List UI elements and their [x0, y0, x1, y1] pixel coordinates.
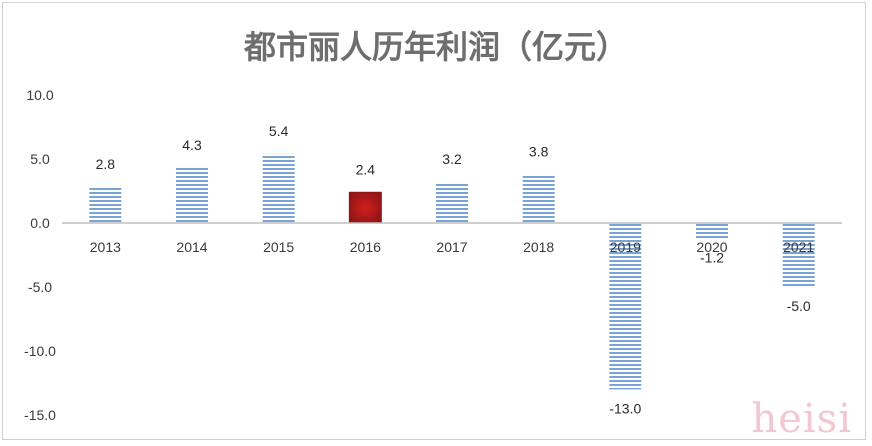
- bars: [89, 153, 815, 390]
- data-label: -1.2: [700, 249, 724, 265]
- data-label: 3.8: [529, 143, 549, 159]
- y-tick-label: 5.0: [30, 151, 50, 167]
- bar-2016: [348, 191, 382, 224]
- bar-2014: [176, 167, 208, 223]
- data-labels: 2.8 4.3 5.4 2.4 3.2 3.8 -13.0 -1.2 -5.0: [96, 123, 811, 417]
- bar-2019: [609, 223, 642, 390]
- x-category-label: 2014: [176, 239, 207, 255]
- y-tick-label: -15.0: [24, 407, 56, 423]
- data-label: 2.8: [96, 156, 116, 172]
- x-axis-categories: 2013 2014 2015 2016 2017 2018 2019 2020 2021: [90, 239, 815, 255]
- y-tick-label: 0.0: [30, 215, 50, 231]
- bar-2017: [436, 182, 468, 223]
- data-label: -13.0: [609, 400, 641, 416]
- bar-2021: [782, 223, 815, 287]
- data-label: 4.3: [182, 137, 202, 153]
- watermark-text: heisi: [751, 396, 852, 442]
- x-category-label: 2015: [263, 239, 294, 255]
- x-category-label: 2017: [436, 239, 467, 255]
- bar-2018: [522, 174, 555, 223]
- y-tick-label: -5.0: [28, 279, 52, 295]
- data-label: 3.2: [442, 151, 462, 167]
- x-category-label: 2016: [350, 239, 381, 255]
- y-axis-ticks: 10.0 5.0 0.0 -5.0 -10.0 -15.0: [24, 87, 56, 423]
- data-label: -5.0: [787, 298, 811, 314]
- data-label: 2.4: [356, 161, 376, 177]
- x-category-label: 2019: [610, 239, 641, 255]
- data-label: 5.4: [269, 123, 289, 139]
- x-category-label: 2021: [783, 239, 814, 255]
- bar-2020: [696, 223, 728, 239]
- y-tick-label: -10.0: [24, 343, 56, 359]
- bar-2015: [262, 153, 295, 223]
- y-tick-label: 10.0: [26, 87, 53, 103]
- bar-2013: [89, 187, 122, 223]
- x-category-label: 2018: [523, 239, 554, 255]
- chart-title: 都市丽人历年利润（亿元）: [243, 28, 628, 66]
- x-category-label: 2013: [90, 239, 121, 255]
- x-category-label: 2020: [696, 239, 727, 255]
- chart-frame: [2, 2, 866, 440]
